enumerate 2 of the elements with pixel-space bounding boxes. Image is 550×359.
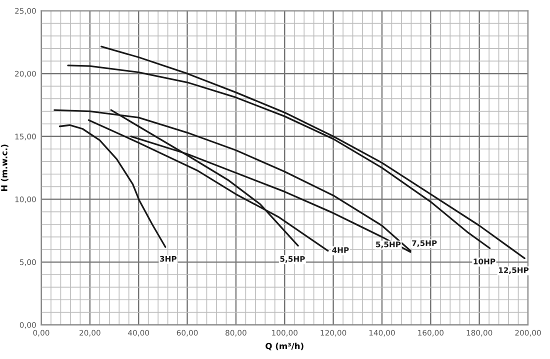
y-axis-title: H (m.w.c.) — [0, 144, 8, 191]
x-axis-title: Q (m³/h) — [266, 342, 304, 350]
